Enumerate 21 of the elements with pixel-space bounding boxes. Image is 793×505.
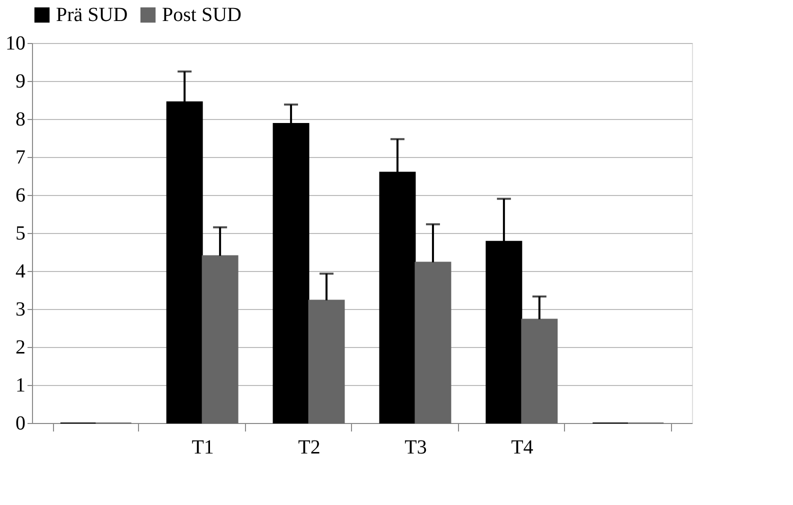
y-tick-label: 3 bbox=[16, 298, 26, 320]
y-tick-label: 6 bbox=[16, 184, 26, 206]
y-tick-label: 7 bbox=[16, 146, 26, 168]
y-tick-label: 2 bbox=[16, 336, 26, 358]
x-tick-label: T2 bbox=[298, 436, 320, 458]
y-tick-label: 8 bbox=[16, 108, 26, 130]
y-tick-label: 0 bbox=[16, 412, 26, 434]
bar bbox=[521, 318, 558, 424]
x-tick-label: T3 bbox=[404, 436, 427, 458]
y-tick-label: 1 bbox=[16, 374, 26, 396]
bar bbox=[202, 255, 238, 424]
legend-label: Post SUD bbox=[162, 4, 242, 26]
y-tick-label: 5 bbox=[16, 222, 26, 244]
bar bbox=[308, 300, 345, 424]
legend-label: Prä SUD bbox=[56, 4, 128, 26]
x-tick-label: T1 bbox=[192, 436, 214, 458]
y-tick-label: 10 bbox=[6, 32, 26, 54]
y-tick-label: 9 bbox=[16, 70, 26, 92]
y-tick-label: 4 bbox=[16, 260, 26, 282]
x-tick-label: T4 bbox=[511, 436, 534, 458]
bar bbox=[414, 262, 452, 424]
